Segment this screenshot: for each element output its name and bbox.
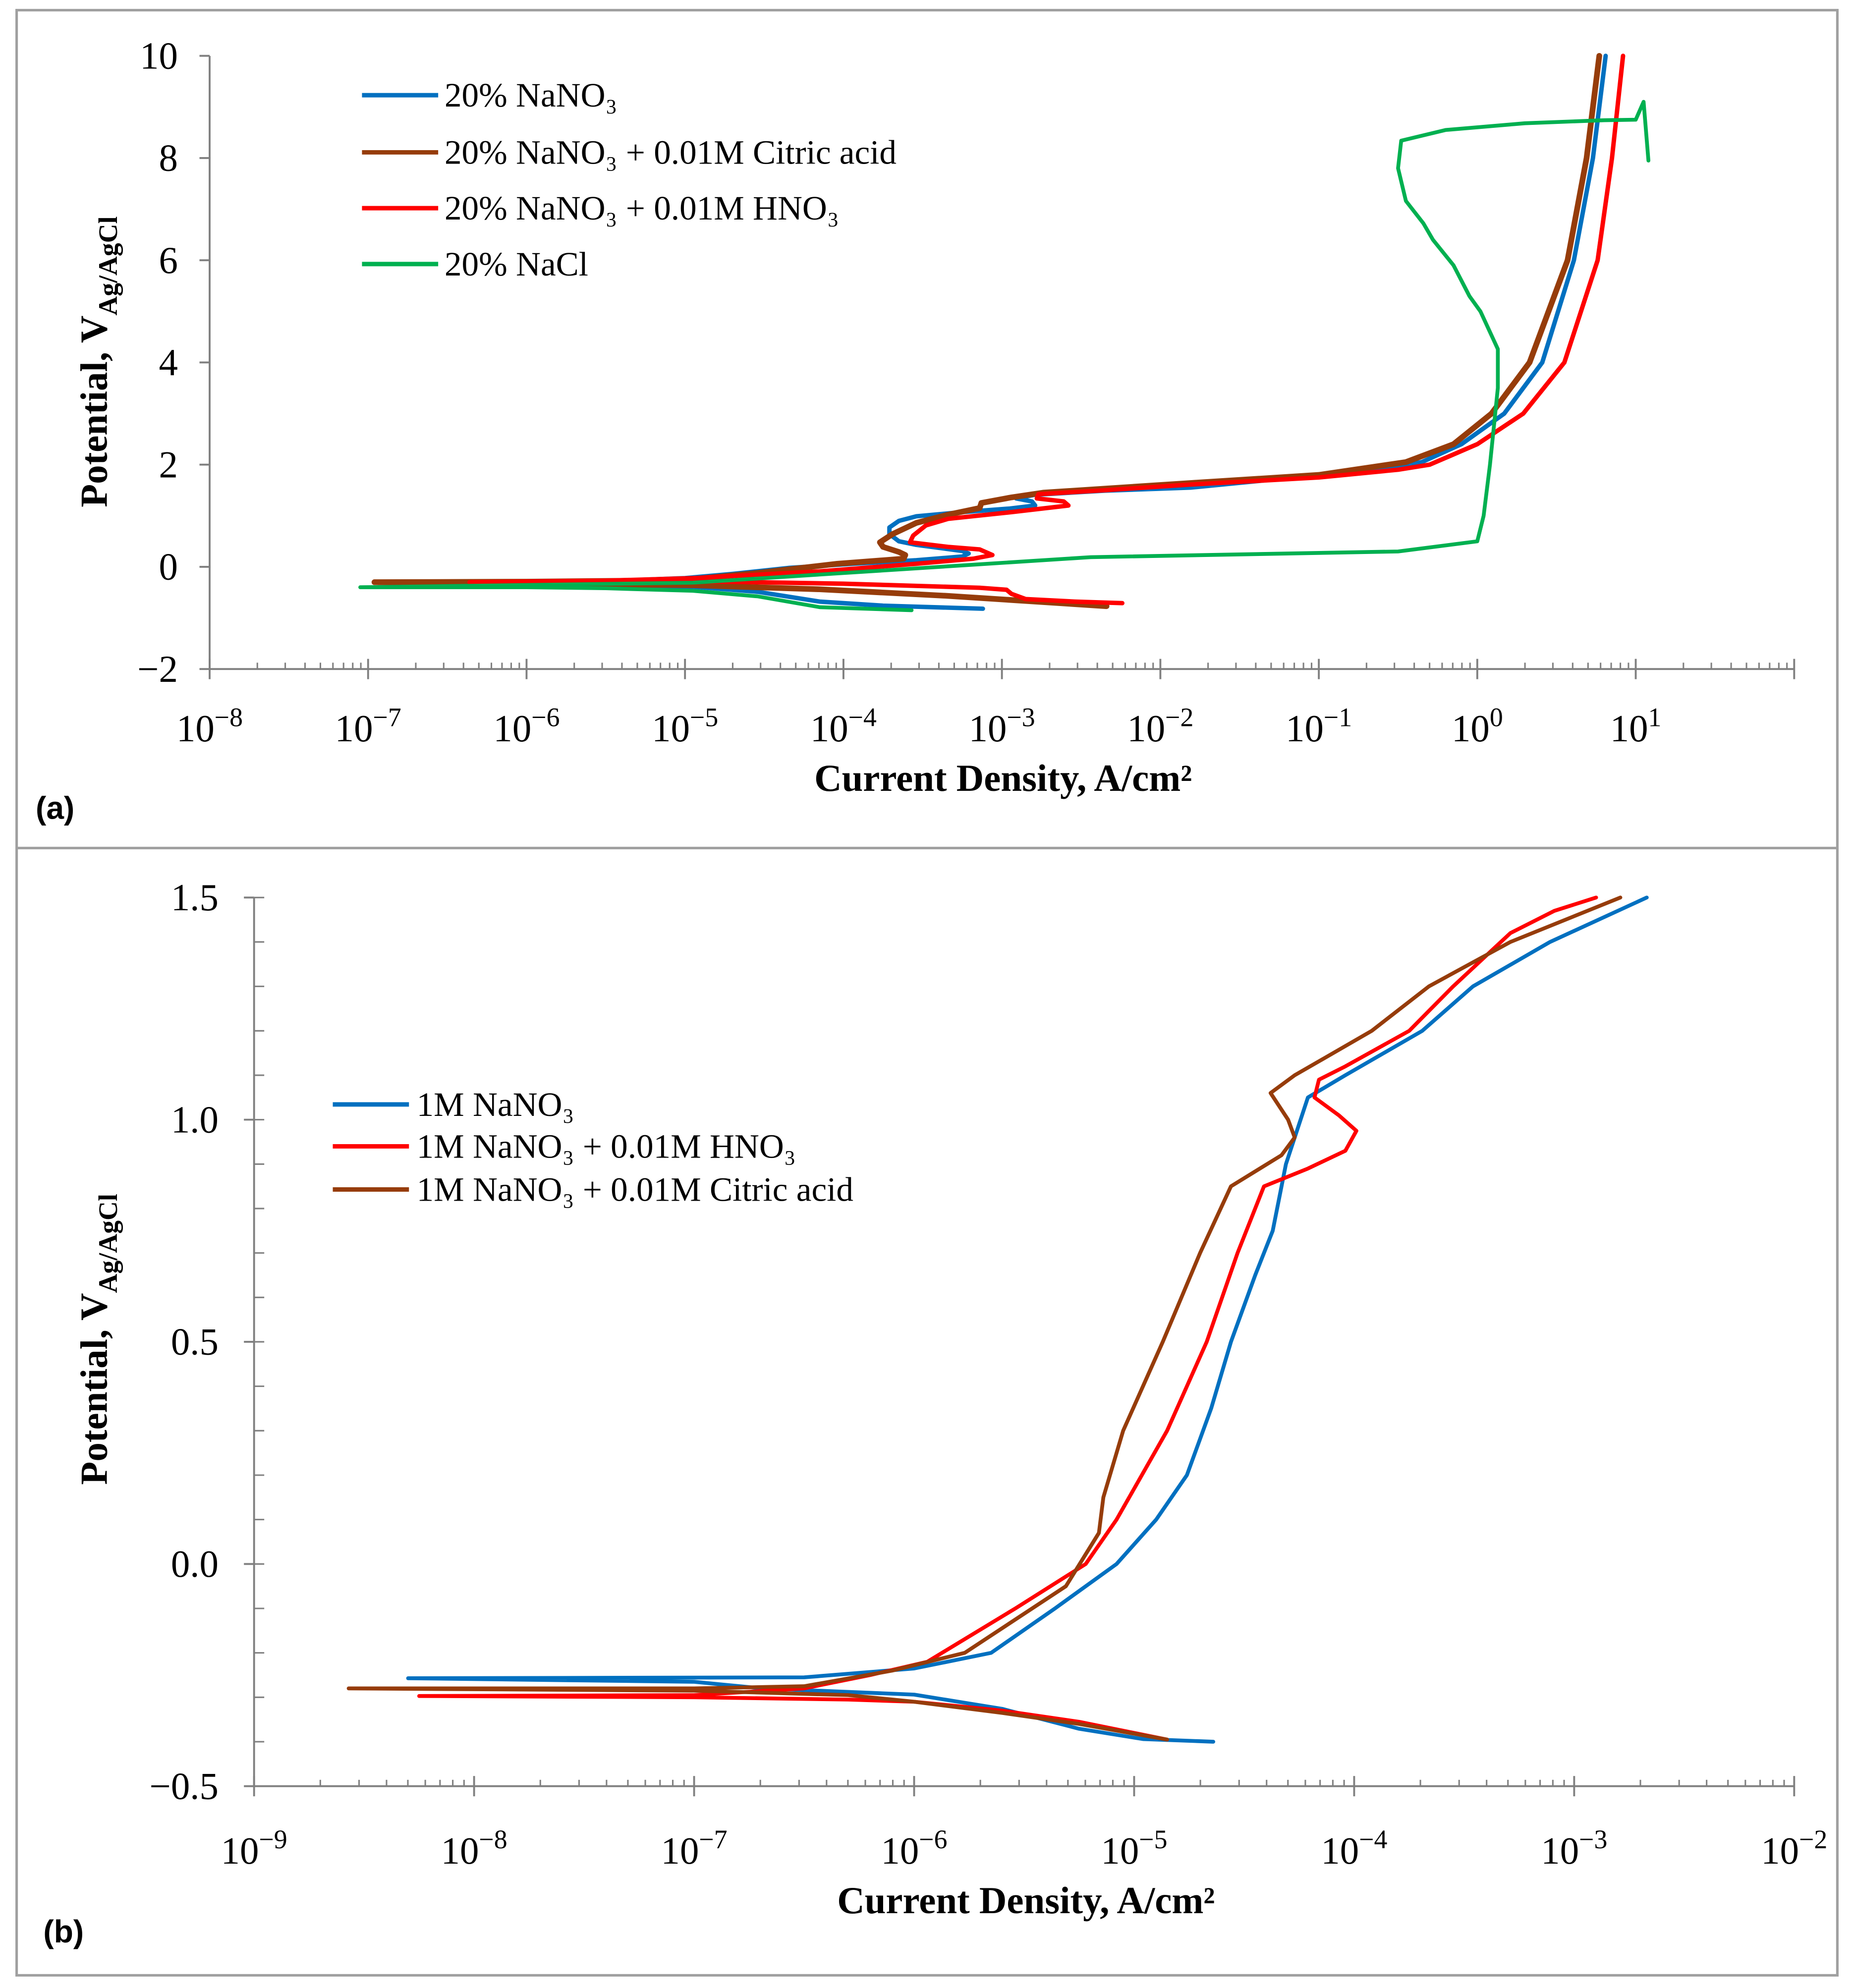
x-tick-label: 10−4 [1321,1824,1387,1872]
panel-a-series [358,53,1651,612]
panel-b-ticks: −0.5 0.0 0.5 1.0 1.5 10−9 10−8 10−7 10−6 10−5 10−4… [150,877,1828,1872]
y-tick-label: 0.0 [171,1543,219,1585]
x-tick-label: 10−3 [969,702,1035,750]
x-tick-label: 10−5 [652,702,718,750]
x-tick-label: 10−8 [176,702,243,750]
y-tick-label: 6 [159,239,178,281]
x-tick-label: 10−9 [221,1824,287,1872]
panel-a-legend: 20% NaNO₃ 20% NaNO₃ + 0.01M Citric acid 20… [362,76,897,283]
series-line-red [467,54,1626,606]
series-line-green [358,100,1651,612]
x-tick-label: 10−6 [881,1824,947,1872]
x-tick-label: 10−7 [335,702,401,750]
x-tick-label: 100 [1452,702,1503,750]
x-tick-label: 10−7 [661,1824,728,1872]
panel-a-y-axis-title: Potential, VAg/AgCl [73,216,122,507]
x-tick-label: 101 [1610,702,1662,750]
panel-b-label: (b) [43,1914,84,1949]
x-tick-label: 10−3 [1541,1824,1607,1872]
figure-frame [15,8,1839,1977]
y-tick-label: 4 [159,341,178,384]
x-tick-label: 10−1 [1286,702,1352,750]
x-tick-label: 10−8 [441,1824,507,1872]
series-line-red [417,895,1598,1742]
legend-label: 1M NaNO₃ + 0.01M Citric acid [417,1170,853,1209]
series-line-blue [406,895,1649,1744]
panel-b: −0.5 0.0 0.5 1.0 1.5 10−9 10−8 10−7 10−6 10−5 10−4… [43,877,1827,1949]
panel-b-legend: 1M NaNO₃ 1M NaNO₃ + 0.01M HNO₃ 1M NaNO₃ + … [333,1085,853,1209]
series-line-brown [371,53,1602,609]
legend-label: 20% NaNO₃ + 0.01M HNO₃ [445,189,839,227]
x-tick-label: 10−6 [493,702,560,750]
legend-label: 20% NaCl [445,245,588,283]
legend-label: 1M NaNO₃ [417,1085,574,1123]
panel-a-x-axis-title: Current Density, A/cm² [814,757,1192,799]
panel-b-series [346,895,1649,1744]
panel-b-x-axis-title: Current Density, A/cm² [837,1879,1215,1922]
panel-a-label: (a) [36,790,74,826]
panel-b-y-axis-title: Potential, VAg/AgCl [73,1194,122,1485]
x-tick-label: 10−5 [1101,1824,1167,1872]
legend-label: 20% NaNO₃ [445,76,618,114]
y-tick-label: 0.5 [171,1321,219,1363]
y-tick-label: 1.5 [171,877,219,919]
y-tick-label: 0 [159,546,178,588]
y-tick-label: 1.0 [171,1099,219,1141]
series-line-brown [346,895,1623,1742]
panel-a-ticks: −2 0 2 4 6 8 10 10−8 10−7 10−6 10−5 10−4 10−3 10−2 10−… [137,35,1796,750]
y-tick-label: 10 [140,35,178,77]
y-tick-label: 2 [159,443,178,486]
x-tick-label: 10−2 [1127,702,1193,750]
y-tick-label: −0.5 [150,1765,219,1807]
panel-a: −2 0 2 4 6 8 10 10−8 10−7 10−6 10−5 10−4 10−3 10−2 10−… [36,35,1796,826]
x-tick-label: 10−2 [1761,1824,1827,1872]
y-tick-label: −2 [137,648,178,690]
legend-label: 20% NaNO₃ + 0.01M Citric acid [445,133,897,171]
x-tick-label: 10−4 [810,702,877,750]
y-tick-label: 8 [159,137,178,179]
legend-label: 1M NaNO₃ + 0.01M HNO₃ [417,1127,796,1165]
